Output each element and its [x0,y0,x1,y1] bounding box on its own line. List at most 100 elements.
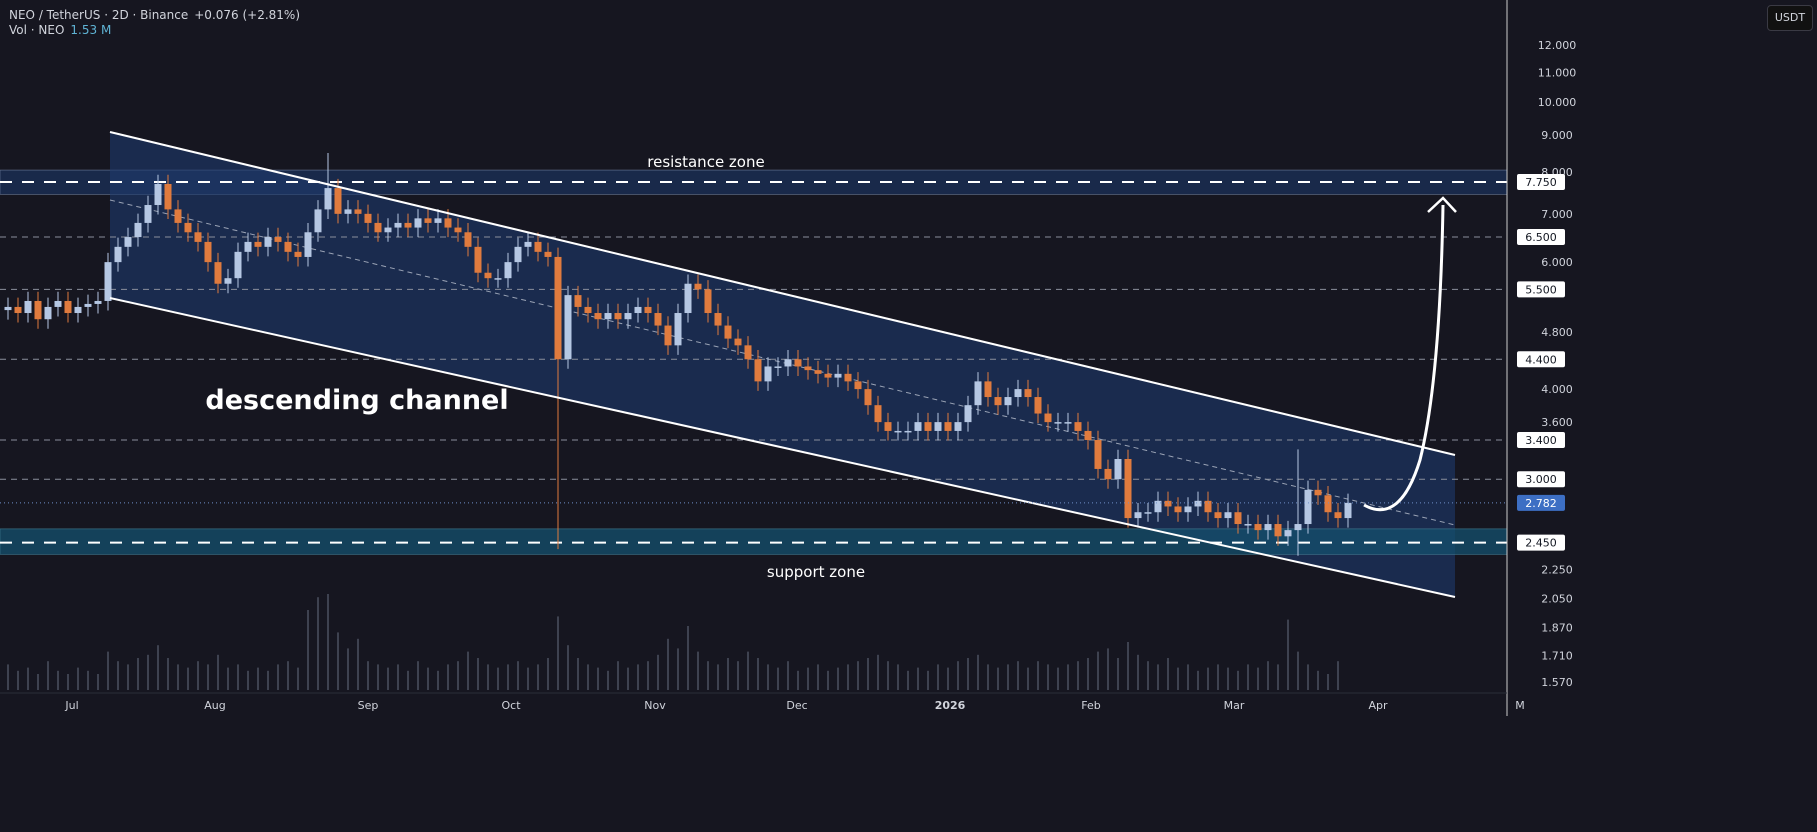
volume-bar [1087,658,1089,690]
volume-bar [387,667,389,690]
candle-body [1074,422,1082,431]
candle-body [484,272,492,279]
candle-body [414,218,422,228]
candle-body [804,366,812,371]
candle-body [1164,500,1172,507]
volume-bar [1227,667,1229,690]
candle-body [474,246,482,273]
price-tick: 12.000 [1538,39,1577,52]
volume-bar [317,597,319,690]
candle-body [194,232,202,242]
channel-upper-line [109,131,1456,456]
candle-body [264,237,272,247]
volume-bar [157,645,159,690]
time-tick: M [1515,699,1525,712]
volume-bar [1177,667,1179,690]
volume-bar [707,661,709,690]
price-tick: 4.000 [1541,383,1573,396]
candle-body [664,325,672,346]
candle-body [544,251,552,257]
volume-bar [1207,667,1209,690]
candle-body [684,283,692,314]
volume-bar [1117,658,1119,690]
volume-bar [627,667,629,690]
volume-bar [1297,651,1299,690]
candle-body [904,430,912,433]
volume-bar [697,651,699,690]
volume-bar [27,667,29,690]
candle-body [644,306,652,314]
candle-body [1234,512,1242,525]
time-tick: Dec [786,699,807,712]
candle-body [1254,524,1262,531]
volume-bar [667,638,669,690]
volume-bar [307,610,309,690]
level-tag-label: 3.000 [1525,473,1557,486]
volume-bar [737,661,739,690]
volume-bar [267,670,269,690]
candle-body [184,222,192,233]
volume-bar [677,648,679,690]
candle-body [254,241,262,247]
price-tick: 11.000 [1538,66,1577,79]
candle-body [724,325,732,339]
candle-body [24,300,32,314]
channel-midline [109,199,1456,526]
candle-body [1174,506,1182,513]
candle-body [814,370,822,374]
candle-body [94,300,102,304]
candle-body [584,306,592,314]
volume-bar [1057,667,1059,690]
volume-bar [847,664,849,690]
candle-body [404,222,412,228]
volume-bar [287,661,289,690]
candle-body [794,359,802,367]
currency-button[interactable]: USDT [1767,5,1813,31]
candle-body [174,209,182,223]
volume-bar [517,661,519,690]
volume-bar [107,651,109,690]
candle-body [764,366,772,382]
volume-bar [617,661,619,690]
volume-bar [807,667,809,690]
volume-bar [647,661,649,690]
volume-bar [277,664,279,690]
candle-body [424,218,432,223]
volume-bar [527,667,529,690]
candle-body [364,213,372,223]
volume-bar [967,658,969,690]
candle-body [374,222,382,233]
price-tick: 2.050 [1541,592,1573,605]
footer-area [0,716,1817,832]
volume-bar [117,661,119,690]
candle-body [704,289,712,314]
candle-body [344,209,352,214]
volume-bar [147,654,149,690]
volume-bar [47,661,49,690]
price-tick: 6.000 [1541,256,1573,269]
level-tag [1517,173,1565,190]
volume-bar [1217,664,1219,690]
volume-bar [657,654,659,690]
candle-body [74,306,82,314]
candle-body [274,237,282,242]
volume-bar [1257,667,1259,690]
candle-body [1304,489,1312,525]
candle-body [824,373,832,378]
candle-body [1114,459,1122,480]
candle-body [504,262,512,279]
volume-bar [7,664,9,690]
volume-bar [57,670,59,690]
candle-body [1264,524,1272,531]
candle-body [1224,512,1232,519]
volume-bar [1337,661,1339,690]
volume-bar [257,667,259,690]
channel-fill [110,132,1455,597]
candle-body [1184,506,1192,513]
volume-bar [367,661,369,690]
candle-body [614,313,622,320]
volume-bar [197,661,199,690]
candle-body [354,209,362,214]
volume-bar [417,661,419,690]
